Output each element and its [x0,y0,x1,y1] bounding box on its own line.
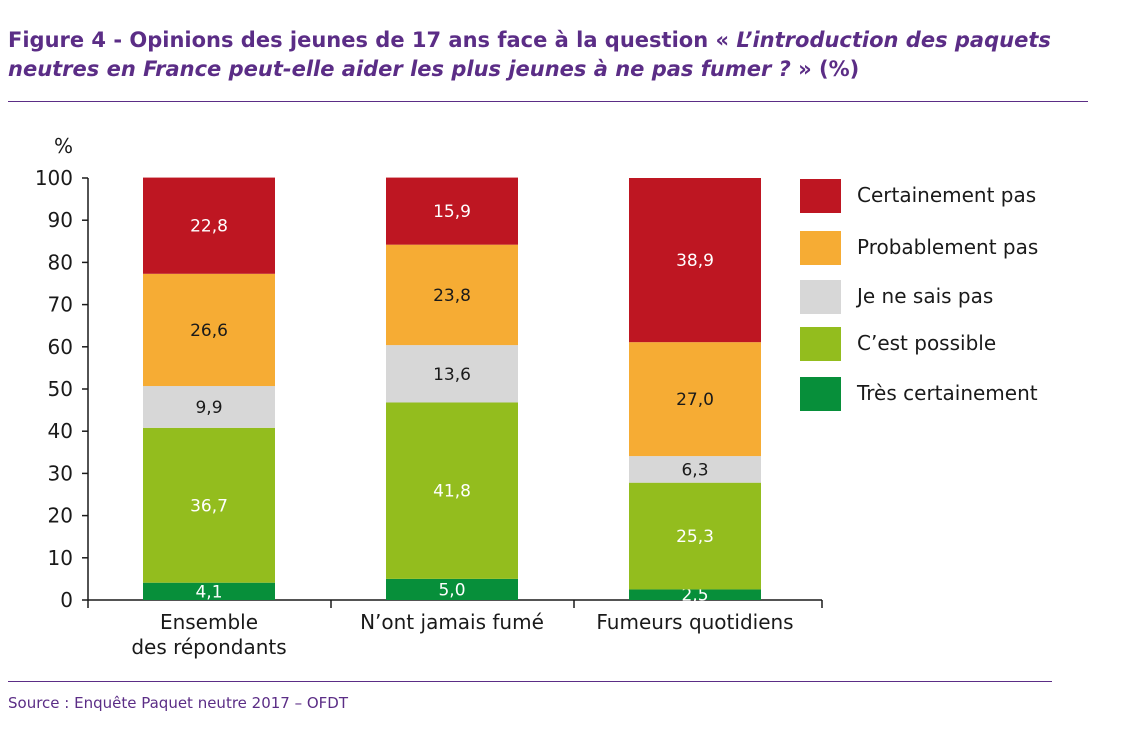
y-tick-label: 0 [60,588,73,612]
data-label: 26,6 [190,321,228,341]
legend-swatch [800,231,841,265]
y-tick-label: 50 [48,377,73,401]
legend-swatch [800,327,841,361]
y-tick-label: 30 [48,461,73,485]
x-tick-label: Ensemble [160,610,258,634]
data-label: 23,8 [433,286,471,306]
bar-stack: 2,5 25,3 6,3 27,0 38,9 [629,178,761,606]
title-part2: » (%) [790,57,860,81]
data-label: 9,9 [195,398,222,418]
legend: Certainement pas Probablement pas Je ne sa… [800,179,1038,411]
legend-swatch [800,179,841,213]
data-label: 36,7 [190,496,228,516]
legend-swatch [800,377,841,411]
bar-segment [143,427,275,583]
bar-segment [143,582,275,600]
bar-segment [629,342,761,457]
x-tick-label: Fumeurs quotidiens [596,610,793,634]
legend-label: C’est possible [857,331,996,355]
bars: 4,1 36,7 9,9 26,6 22,8 5,0 41,8 13,6 23,8 15,9 2,5… [143,177,761,606]
data-label: 38,9 [676,251,714,271]
y-axis: % 0 10 20 30 40 50 60 70 80 90 100 [35,134,89,612]
bar-segment [629,589,761,600]
data-label: 22,8 [190,217,228,237]
bar-segment [143,177,275,274]
data-label: 2,5 [681,586,708,606]
legend-label: Certainement pas [857,183,1036,207]
x-tick-label: des répondants [131,635,286,659]
y-axis-unit: % [54,134,73,158]
y-tick-label: 40 [48,419,73,443]
bar-segment [143,273,275,387]
data-label: 41,8 [433,482,471,502]
y-ticks: 0 10 20 30 40 50 60 70 80 90 100 [35,166,88,612]
legend-label: Probablement pas [857,235,1038,259]
y-tick-label: 100 [35,166,73,190]
bar-segment [386,345,518,403]
title-italic: L’introduction des paquets neutres en Fr… [8,28,1051,81]
bar-segment [386,177,518,245]
stacked-bar-chart: % 0 10 20 30 40 50 60 70 80 90 100 4,1 36,7 9,9 26,6 2… [35,134,1038,659]
data-label: 5,0 [438,580,465,600]
figure-title: Figure 4 - Opinions des jeunes de 17 ans… [8,26,1108,84]
title-rule [8,101,1088,102]
x-tick-label: N’ont jamais fumé [360,610,544,634]
y-tick-label: 70 [48,293,73,317]
source-note: Source : Enquête Paquet neutre 2017 – OF… [8,694,349,712]
bar-stack: 4,1 36,7 9,9 26,6 22,8 [143,177,275,602]
bar-stack: 5,0 41,8 13,6 23,8 15,9 [386,177,518,600]
source-rule [8,681,1052,682]
data-label: 25,3 [676,527,714,547]
data-label: 27,0 [676,390,714,410]
data-label: 13,6 [433,365,471,385]
data-label: 4,1 [195,582,222,602]
legend-label: Très certainement [856,381,1038,405]
bar-segment [143,386,275,428]
legend-swatch [800,280,841,314]
bar-segment [629,482,761,590]
y-tick-label: 60 [48,335,73,359]
bar-segment [629,456,761,483]
data-label: 15,9 [433,202,471,222]
bar-segment [386,244,518,346]
y-tick-label: 90 [48,208,73,232]
y-tick-label: 80 [48,250,73,274]
title-part1: Figure 4 - Opinions des jeunes de 17 ans… [8,28,737,52]
y-tick-label: 10 [48,546,73,570]
bar-segment [629,178,761,343]
legend-label: Je ne sais pas [855,284,993,308]
bar-segment [386,578,518,600]
bar-segment [386,402,518,579]
y-tick-label: 20 [48,504,73,528]
data-label: 6,3 [681,460,708,480]
